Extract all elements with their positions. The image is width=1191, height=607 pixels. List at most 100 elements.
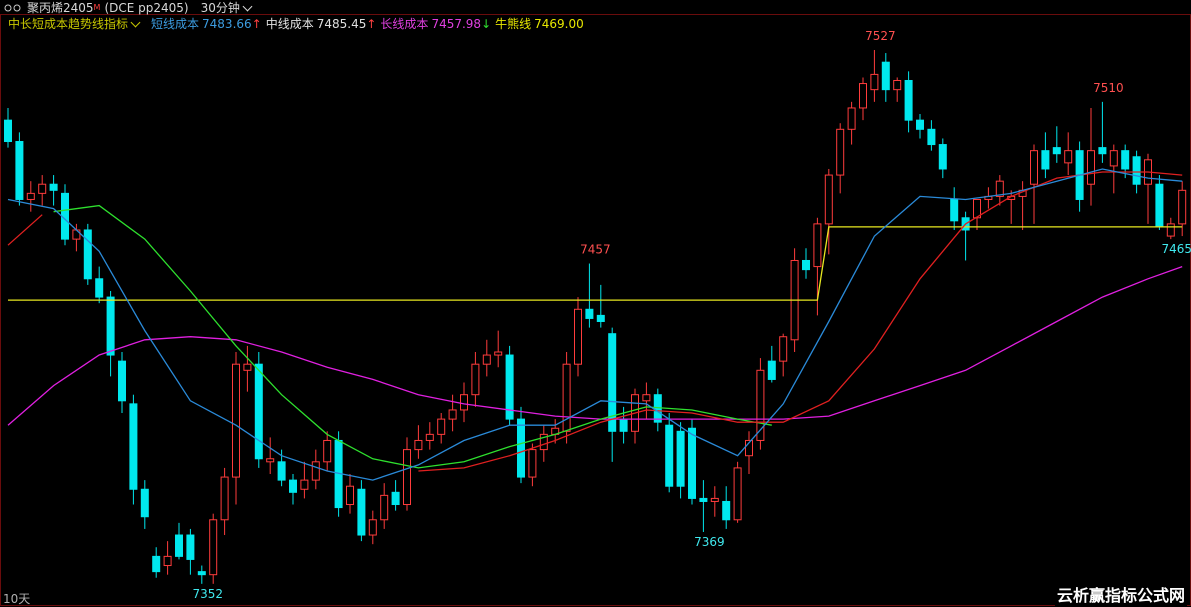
candle-body xyxy=(881,61,890,91)
candle-body xyxy=(950,198,959,222)
indicator-line xyxy=(8,226,1183,301)
candle-body xyxy=(676,430,685,487)
candle-body xyxy=(232,363,240,478)
candle-body xyxy=(1041,150,1050,170)
candle-body xyxy=(767,360,776,380)
candle-body xyxy=(175,534,183,557)
candle-body xyxy=(710,497,719,502)
candle-body xyxy=(528,449,537,478)
candle-body xyxy=(482,354,491,365)
candle-body xyxy=(870,73,879,91)
candle-body xyxy=(118,360,126,402)
candle-body xyxy=(938,144,947,170)
candle-body xyxy=(779,336,788,362)
candle-body xyxy=(95,278,104,298)
candle-body xyxy=(847,107,856,130)
legend-name: 牛熊线 xyxy=(495,17,532,31)
watermark: 云析赢指标公式网 xyxy=(1054,582,1187,606)
candle-body xyxy=(300,479,309,490)
legend-name: 中线成本 xyxy=(265,17,314,31)
candle-body xyxy=(448,409,457,420)
legend-arrow: ↓ xyxy=(481,17,492,31)
candle-body xyxy=(163,555,172,567)
extreme-labels: 7527 7510 7457 7369 7352 7465 xyxy=(193,29,1191,601)
lines xyxy=(7,168,1183,481)
candle-body xyxy=(688,427,696,499)
candle-body xyxy=(346,485,354,506)
candle-body xyxy=(665,424,674,487)
legend-name: 短线成本 xyxy=(151,17,200,31)
candle-body xyxy=(916,119,924,130)
candle-body xyxy=(1064,150,1073,164)
extreme-label: 7369 xyxy=(694,535,725,549)
candle-body xyxy=(745,439,753,457)
dropdown-arrow[interactable] xyxy=(130,17,141,27)
period-selector[interactable]: 30分钟 xyxy=(200,1,240,15)
candle-body xyxy=(756,369,765,441)
candle-body xyxy=(733,467,742,521)
candle-body xyxy=(254,363,263,460)
candle-body xyxy=(26,192,35,200)
symbol-flag: M xyxy=(93,3,101,12)
legend-value: 7485.45 xyxy=(316,17,367,31)
extreme-label: 7465 xyxy=(1162,242,1191,256)
candle-body xyxy=(311,461,320,481)
candle-body xyxy=(1109,150,1118,167)
candle-body xyxy=(38,183,47,194)
candle-body xyxy=(574,308,582,365)
candle-body xyxy=(357,488,366,536)
candle-body xyxy=(266,458,275,463)
candle-body xyxy=(83,229,92,280)
candle-body xyxy=(893,80,902,91)
candle-body xyxy=(220,476,229,521)
indicator-name[interactable]: 中长短成本趋势线指标 xyxy=(8,17,129,31)
candle-body xyxy=(106,296,115,356)
legend-arrow: ↑ xyxy=(366,17,377,31)
candle-body xyxy=(539,433,548,451)
candle-body xyxy=(414,439,423,451)
dropdown-arrow[interactable] xyxy=(242,1,253,11)
candle-body xyxy=(904,80,913,121)
symbol[interactable]: 聚丙烯2405 xyxy=(27,1,94,15)
candle-body xyxy=(722,500,731,521)
extreme-label: 7527 xyxy=(865,29,896,43)
legend-value: 7457.98 xyxy=(431,17,482,31)
candle-body xyxy=(1052,147,1061,155)
legend: 短线成本 7483.66 ↑ 中线成本 7485.45 ↑ 长线成本 7457.98 ↓ 牛熊线 7… xyxy=(147,16,584,32)
candle-body xyxy=(585,308,594,319)
candle-body xyxy=(642,394,651,402)
toolbar: 聚丙烯2405 M (DCE pp2405) 30分钟 xyxy=(0,0,259,16)
candle-body xyxy=(517,418,525,478)
candle-body xyxy=(505,354,514,420)
candle-body xyxy=(323,439,332,463)
legend-name: 长线成本 xyxy=(380,17,429,31)
candle-body xyxy=(4,119,12,143)
candle-body xyxy=(494,351,503,356)
indicator-line xyxy=(7,265,1183,426)
candle-body xyxy=(140,488,149,518)
extreme-label: 7457 xyxy=(580,243,611,257)
candle-body xyxy=(243,363,252,371)
indicator-line xyxy=(7,171,1183,472)
candle-body xyxy=(562,363,571,432)
candle-body xyxy=(1178,189,1187,225)
candle-body xyxy=(72,229,81,240)
candle-body xyxy=(1166,223,1175,237)
candle-body xyxy=(368,519,377,536)
candle-body xyxy=(152,555,161,573)
extreme-label: 7352 xyxy=(193,587,224,601)
candle-body xyxy=(49,183,58,191)
candle-body xyxy=(186,534,195,560)
candle-body xyxy=(460,394,468,411)
candle-body xyxy=(802,259,810,271)
candle-body xyxy=(403,449,411,506)
candle-body xyxy=(1087,150,1095,185)
menu-icon[interactable] xyxy=(3,2,23,14)
candle-body xyxy=(1155,183,1164,228)
plot-frame xyxy=(0,14,1191,606)
candle-body xyxy=(197,571,206,576)
candle-body xyxy=(425,433,434,441)
indicator-line xyxy=(7,168,1183,481)
indicator-line xyxy=(53,204,772,469)
